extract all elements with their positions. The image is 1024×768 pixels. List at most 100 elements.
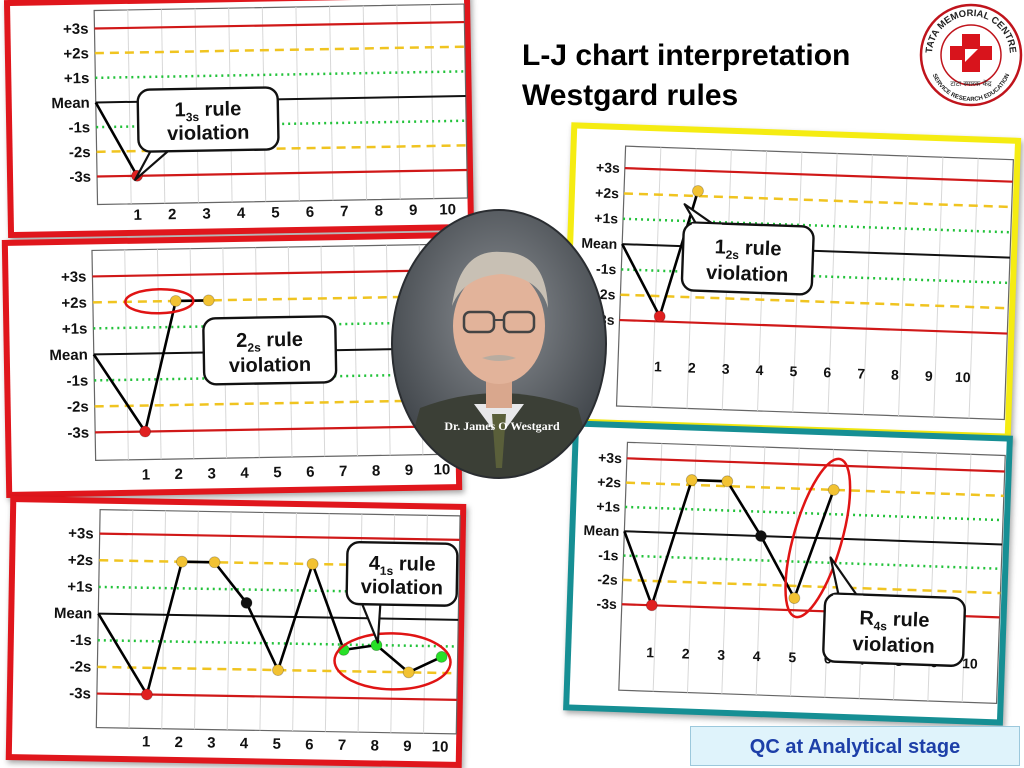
control-limit-line <box>97 168 468 178</box>
x-tick-label: 5 <box>789 363 798 379</box>
callout-box <box>345 540 459 607</box>
y-tick-label: +1s <box>64 70 90 87</box>
plot-area <box>615 145 1014 421</box>
lj-chart-1-3s: +3s +2s +1s Mean -1s -2s -3s 1 2 3 4 5 6 7 8 9 10 13s rul… <box>10 0 469 232</box>
callout-join <box>354 596 385 603</box>
y-tick-label: +1s <box>596 498 621 515</box>
x-tick-label: 5 <box>271 204 280 221</box>
control-limit-line <box>94 20 465 30</box>
logo-hindi-text: टाटा स्मारक केंद्र <box>950 79 991 88</box>
y-tick-label: -2s <box>69 144 91 161</box>
chart-panel-2-2s: +3s +2s +1s Mean -1s -2s -3s 1 2 3 4 5 6 7 8 9 10 22s rul… <box>1 232 463 498</box>
control-limit-line <box>623 192 1012 209</box>
y-tick-label: Mean <box>51 95 90 113</box>
grid-line <box>968 158 979 419</box>
x-tick-label: 7 <box>339 463 348 480</box>
control-limit-line <box>92 294 453 304</box>
x-tick-label: 2 <box>682 645 691 661</box>
x-tick-label: 3 <box>717 647 726 663</box>
x-tick-label: 2 <box>168 206 177 223</box>
y-tick-label: -1s <box>66 373 88 390</box>
callout-box <box>136 86 280 153</box>
grid-line <box>385 245 391 456</box>
data-point <box>645 599 658 612</box>
callout-rule-name: 22s rule <box>236 329 303 355</box>
control-limit-line <box>95 425 456 434</box>
grid-line <box>862 154 873 415</box>
control-limit-line <box>98 612 459 621</box>
y-tick-label: +1s <box>594 210 619 227</box>
grid-line <box>898 155 909 416</box>
control-limit-line <box>619 318 1008 335</box>
data-point <box>435 651 448 663</box>
x-tick-label: 1 <box>142 466 151 483</box>
callout-join <box>691 223 722 231</box>
x-tick-label: 7 <box>857 365 866 381</box>
x-tick-label: 8 <box>891 367 900 383</box>
grid-line <box>721 445 731 694</box>
x-tick-label: 6 <box>823 364 832 380</box>
callout-box <box>822 592 967 667</box>
data-point <box>653 310 666 323</box>
y-tick-label: Mean <box>54 605 93 623</box>
data-point <box>685 474 698 486</box>
grid-line <box>193 511 199 730</box>
y-tick-label: +3s <box>63 21 89 38</box>
callout-violation-text: violation <box>167 122 250 145</box>
y-tick-label: -1s <box>68 119 90 136</box>
x-tick-label: 8 <box>372 462 381 479</box>
callout-violation-text: violation <box>360 576 443 599</box>
grid-line <box>127 9 132 204</box>
qc-analytical-stage-label: QC at Analytical stage <box>690 726 1020 766</box>
grid-line <box>353 245 358 456</box>
x-tick-label: 3 <box>721 361 730 377</box>
data-point <box>140 688 153 701</box>
control-limit-line <box>624 530 1003 546</box>
y-tick-label: -3s <box>69 169 91 186</box>
control-limit-line <box>624 167 1013 183</box>
violation-highlight <box>784 457 852 619</box>
x-tick-label: 9 <box>925 368 934 384</box>
callout-box <box>202 315 338 386</box>
x-tick-label: 4 <box>753 648 762 664</box>
lj-chart-2-2s: +3s +2s +1s Mean -1s -2s -3s 1 2 3 4 5 6 7 8 9 10 22s rul… <box>7 238 457 492</box>
grid-line <box>324 513 330 732</box>
y-tick-label: -3s <box>596 595 617 612</box>
chart-panel-4-1s: +3s +2s +1s Mean -1s -2s -3s 1 2 3 4 5 6 7 8 9 10 41s rul… <box>5 496 467 768</box>
grid-line <box>362 5 368 200</box>
control-limit-line <box>94 45 465 55</box>
data-point <box>692 185 704 197</box>
x-tick-label: 4 <box>240 465 249 482</box>
callout-rule-name: R4s rule <box>859 607 930 634</box>
grid-line <box>933 157 944 418</box>
grid-line <box>295 6 300 201</box>
control-limit-line <box>94 398 455 408</box>
x-tick-label: 6 <box>306 464 315 481</box>
control-limit-line <box>97 639 458 648</box>
control-limit-line <box>626 457 1005 473</box>
tata-memorial-logo: TATA MEMORIAL CENTRE SERVICE RESEARCH ED… <box>919 3 1023 107</box>
x-tick-label: 4 <box>237 205 246 222</box>
x-tick-label: 3 <box>207 465 216 482</box>
y-tick-label: -2s <box>597 571 618 588</box>
callout-rule-name: 12s rule <box>714 236 782 263</box>
grid-line <box>161 510 167 729</box>
x-tick-label: 8 <box>374 203 383 220</box>
x-tick-label: 10 <box>962 655 978 672</box>
data-point <box>169 295 182 307</box>
x-tick-label: 10 <box>439 201 456 218</box>
portrait-westgard: Dr. James O Westgard <box>390 208 608 480</box>
callout-violation-text: violation <box>706 262 789 287</box>
violation-highlight <box>124 287 195 315</box>
x-tick-label: 1 <box>654 358 663 374</box>
violation-highlight <box>333 632 452 691</box>
portrait-photo <box>392 210 606 478</box>
y-tick-label: -2s <box>70 658 92 675</box>
x-tick-label: 1 <box>142 733 151 750</box>
y-tick-label: +2s <box>595 184 620 201</box>
